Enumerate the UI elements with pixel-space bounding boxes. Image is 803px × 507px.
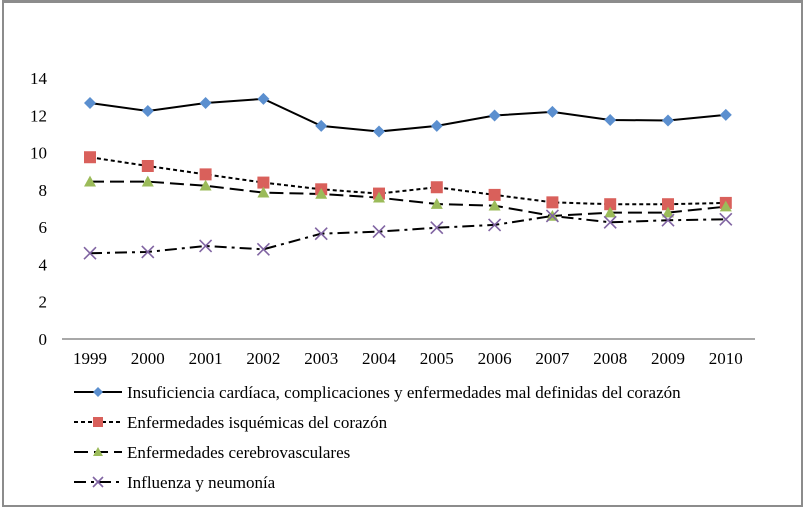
legend-marker-icon [92,476,104,488]
data-point-series-4 [256,242,270,256]
data-point-series-1 [84,96,96,109]
x-tick-label: 2006 [478,349,512,368]
y-tick-label: 2 [39,293,48,312]
legend-item: Influenza y neumonía [74,473,276,492]
y-tick-label: 4 [39,255,48,274]
legend-label: Enfermedades cerebrovasculares [127,443,350,462]
data-point-series-1 [141,104,154,117]
y-tick-label: 6 [39,218,48,237]
legend-label: Insuficiencia cardíaca, complicaciones y… [127,383,681,402]
data-point-series-1 [719,108,732,121]
data-point-series-4 [83,246,97,260]
data-point-series-2 [488,188,501,201]
x-tick-label: 2004 [362,349,397,368]
data-point-series-4 [372,225,386,239]
data-point-series-3 [141,175,154,187]
data-point-series-3 [373,191,385,203]
data-point-series-2 [141,159,154,172]
y-tick-label: 14 [30,69,48,88]
data-point-series-4 [719,212,733,226]
legend-label: Influenza y neumonía [127,473,276,492]
data-point-series-3 [662,206,674,218]
data-point-series-2 [199,168,212,181]
series-line-1 [89,97,726,133]
x-tick-label: 2001 [189,349,223,368]
data-point-series-1 [430,119,443,132]
x-tick-label: 2005 [420,349,454,368]
data-point-series-3 [604,206,617,218]
data-point-series-4 [314,227,328,241]
y-tick-label: 0 [39,330,48,349]
data-point-series-2 [84,151,96,164]
legend-item: Insuficiencia cardíaca, complicaciones y… [74,383,681,402]
x-tick-label: 2000 [131,349,165,368]
series-line-2 [89,156,726,206]
legend-item: Enfermedades cerebrovasculares [74,443,350,462]
x-tick-label: 2009 [651,349,685,368]
x-tick-label: 2008 [593,349,627,368]
series-markers [83,92,733,260]
y-axis: 0 2 4 6 8 10 12 14 [30,69,48,349]
x-tick-label: 1999 [73,349,107,368]
x-tick-label: 2007 [535,349,570,368]
y-tick-label: 8 [39,181,48,200]
data-point-series-2 [662,198,674,211]
x-axis: 1999 2000 2001 2002 2003 2004 2005 2006 2007 2008… [73,349,743,368]
data-point-series-4 [545,209,559,223]
data-point-series-1 [199,96,212,109]
data-point-series-2 [430,181,443,194]
x-tick-label: 2003 [304,349,338,368]
data-point-series-2 [546,196,559,209]
data-point-series-1 [315,119,328,132]
y-tick-label: 12 [30,106,47,125]
legend-label: Enfermedades isquémicas del corazón [127,413,388,432]
data-point-series-4 [661,213,675,227]
data-point-series-3 [488,199,501,211]
data-point-series-4 [141,245,155,259]
series-line-3 [90,180,726,217]
legend: Insuficiencia cardíaca, complicaciones y… [74,383,681,492]
data-point-series-1 [662,114,674,127]
data-point-series-4 [603,215,617,229]
legend-marker-icon [93,387,103,397]
data-point-series-1 [604,113,617,126]
data-point-series-3 [257,186,270,198]
data-point-series-1 [373,125,385,138]
data-point-series-1 [257,92,270,105]
data-point-series-3 [84,175,96,187]
data-point-series-3 [719,200,732,212]
data-point-series-2 [257,176,270,189]
legend-item: Enfermedades isquémicas del corazón [74,413,388,432]
y-tick-label: 10 [30,144,47,163]
series-lines [89,97,726,255]
legend-marker-icon [93,447,103,456]
data-point-series-3 [430,198,443,209]
data-point-series-3 [199,179,212,191]
x-tick-label: 2010 [709,349,743,368]
x-tick-label: 2002 [246,349,280,368]
data-point-series-4 [430,221,444,235]
data-point-series-2 [604,198,617,211]
legend-marker-icon [93,417,103,427]
data-point-series-1 [546,105,559,118]
data-point-series-4 [199,239,213,253]
data-point-series-1 [488,109,501,122]
data-point-series-4 [488,218,502,232]
series-line-4 [89,214,726,255]
data-point-series-3 [315,187,328,199]
